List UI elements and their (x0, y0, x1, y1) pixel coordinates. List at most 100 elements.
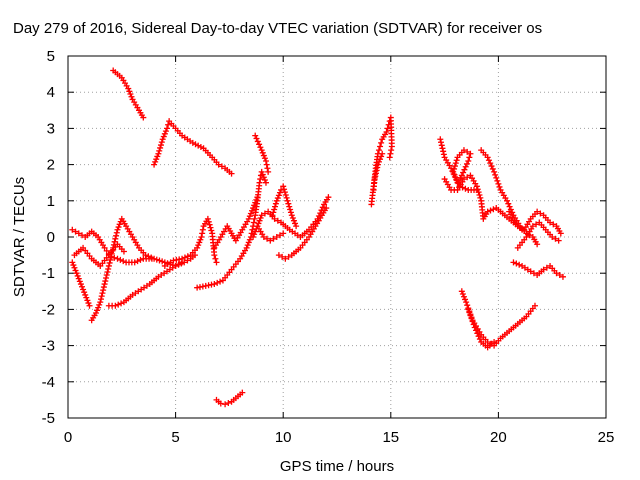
data-point (292, 220, 299, 227)
data-point (261, 176, 268, 183)
data-point (101, 281, 108, 288)
data-point (467, 150, 474, 157)
data-point (275, 252, 282, 259)
data-point (477, 194, 484, 201)
data-point (461, 166, 468, 173)
data-point (255, 220, 262, 227)
data-point (487, 207, 494, 214)
data-point (261, 155, 268, 162)
data-point (288, 212, 295, 219)
y-tick-label: 1 (47, 193, 55, 210)
data-point (100, 284, 107, 291)
data-point (153, 256, 160, 263)
data-point (485, 157, 492, 164)
data-point (285, 253, 292, 260)
data-point (159, 136, 166, 143)
x-tick-label: 0 (64, 429, 72, 446)
data-point (463, 160, 470, 167)
data-point (557, 230, 564, 237)
data-point (178, 260, 185, 267)
data-point (257, 176, 264, 183)
data-point (152, 158, 159, 165)
data-point (488, 163, 495, 170)
data-point (283, 194, 290, 201)
data-point (325, 194, 332, 201)
data-point (73, 270, 80, 277)
data-point (83, 294, 90, 301)
data-point (131, 259, 138, 266)
data-point (254, 138, 261, 145)
data-point (474, 330, 481, 337)
data-point (492, 171, 499, 178)
y-tick-label: 2 (47, 157, 55, 174)
data-point (213, 259, 220, 266)
x-tick-label: 10 (275, 429, 292, 446)
data-point (140, 114, 147, 121)
data-point (534, 241, 541, 248)
data-point (440, 151, 447, 158)
data-point (464, 174, 471, 181)
data-point (282, 255, 289, 262)
data-point (239, 389, 246, 396)
data-point (543, 264, 550, 271)
data-point (496, 183, 503, 190)
data-point (550, 221, 557, 228)
data-point (126, 88, 133, 95)
data-point (107, 256, 114, 263)
data-point (256, 179, 263, 186)
data-point (101, 244, 108, 251)
data-point (384, 125, 391, 132)
data-point (280, 183, 287, 190)
data-point (388, 143, 395, 150)
data-point (251, 215, 258, 222)
x-tick-label: 25 (598, 429, 615, 446)
data-point (100, 287, 107, 294)
data-point (114, 255, 121, 262)
data-point (470, 321, 477, 328)
data-point (459, 291, 466, 298)
data-point (262, 179, 269, 186)
data-point (206, 221, 213, 228)
data-point (490, 206, 497, 213)
data-point (547, 219, 554, 226)
data-point (196, 239, 203, 246)
grid (68, 56, 606, 418)
data-point (94, 307, 101, 314)
data-point (134, 258, 141, 265)
data-point (120, 258, 127, 265)
data-point (473, 327, 480, 334)
data-point (257, 214, 264, 221)
data-point (438, 142, 445, 149)
data-point (204, 215, 211, 222)
data-point (105, 262, 112, 269)
data-point (199, 230, 206, 237)
data-point (244, 242, 251, 249)
data-point (467, 312, 474, 319)
data-point (250, 234, 257, 240)
data-point (78, 232, 85, 239)
y-tick-label: 3 (47, 120, 55, 137)
data-point (154, 153, 161, 160)
data-point (250, 219, 257, 226)
data-point (264, 165, 271, 172)
data-point (495, 180, 502, 187)
y-axis-label: SDTVAR / TECUs (11, 177, 28, 297)
data-point (264, 235, 271, 242)
data-point (181, 259, 188, 266)
data-point (531, 302, 538, 309)
data-point (165, 121, 172, 128)
data-point (540, 266, 547, 273)
data-point (80, 286, 87, 293)
data-point (208, 227, 215, 234)
data-point (72, 228, 79, 235)
data-point (383, 129, 390, 136)
data-point (473, 183, 480, 190)
data-point (103, 247, 110, 254)
data-point (258, 147, 265, 154)
data-point (113, 229, 120, 236)
data-point (104, 268, 111, 275)
data-point (137, 256, 144, 263)
data-points (69, 67, 566, 408)
data-point (450, 168, 457, 175)
